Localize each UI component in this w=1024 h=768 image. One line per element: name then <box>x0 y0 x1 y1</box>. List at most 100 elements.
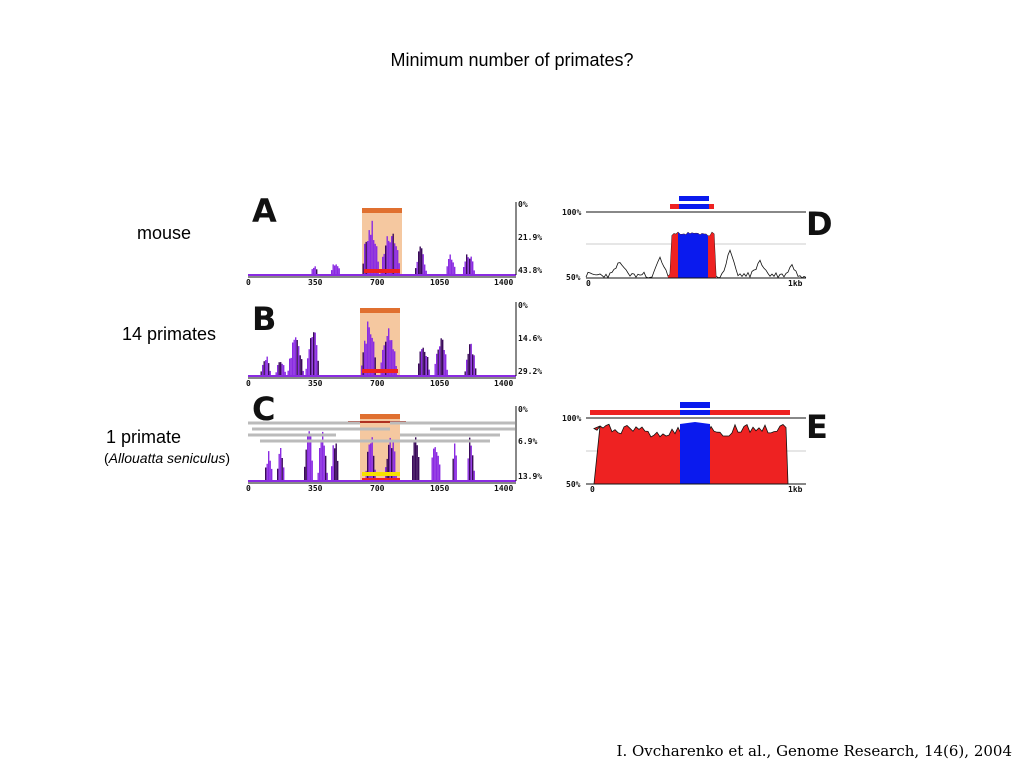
panel-b-bar <box>467 353 469 375</box>
panel-c-bar <box>388 444 390 480</box>
panel-a-bar <box>466 254 468 274</box>
panel-b-bar <box>464 371 466 375</box>
panel-c-bar <box>325 455 327 480</box>
panel-c-bar <box>433 448 435 480</box>
panel-a-bar <box>418 251 420 274</box>
panel-b-bar <box>311 337 313 375</box>
panel-d-ybottom: 50% <box>566 273 581 282</box>
panel-e-blue-top-bar-2 <box>680 410 710 415</box>
panel-a-ytick-2: 43.8% <box>518 266 542 275</box>
row-label-species: (Allouatta seniculus) <box>104 450 230 466</box>
panel-b-bar <box>310 338 312 375</box>
panel-c-bar <box>454 443 456 480</box>
panel-a-bar <box>463 267 465 274</box>
panel-b-bar <box>281 363 283 375</box>
panel-a-bar <box>314 266 316 274</box>
panel-c-bar <box>436 452 438 480</box>
panel-c-bar <box>467 458 469 480</box>
panel-c-xtick-2: 700 <box>370 484 385 493</box>
panel-c-bar <box>280 448 282 480</box>
panel-d-vista-plot: 100% 50% 0 1kb D <box>562 196 833 288</box>
panel-a-bar <box>425 270 427 274</box>
panel-b-bar <box>374 357 376 375</box>
panel-c-bar <box>389 437 391 480</box>
panel-a-bar <box>454 266 456 274</box>
panel-a-bar <box>446 266 448 274</box>
panel-a-bar <box>335 264 337 274</box>
panel-b-bar <box>317 360 319 375</box>
panel-a-bar <box>469 258 471 274</box>
panel-b-ytick-0: 0% <box>518 301 528 310</box>
panel-b-bar <box>265 360 267 375</box>
panel-c-bar <box>278 453 280 480</box>
panel-b-bar <box>362 352 364 375</box>
panel-e-ytop: 100% <box>562 414 581 423</box>
panel-b-bar <box>298 346 300 375</box>
panel-d-xstart: 0 <box>586 279 591 288</box>
panel-b-bar <box>316 345 318 375</box>
panel-c-bar <box>305 449 307 480</box>
panel-b-bar <box>280 362 282 375</box>
panel-a-bar <box>422 254 424 274</box>
panel-c-bar <box>416 445 418 480</box>
panel-e-vista-plot: 100% 50% 0 1kb E <box>562 402 828 494</box>
panel-a-bar <box>398 263 400 274</box>
panel-b-bar <box>443 350 445 375</box>
panel-a-bar <box>376 246 378 274</box>
panel-b-bar <box>313 332 315 375</box>
panel-c-bar <box>367 451 369 480</box>
panel-a-bar <box>464 261 466 274</box>
panel-a-bar <box>311 269 313 274</box>
panel-b-bar <box>365 343 367 375</box>
panel-b-bar <box>275 372 277 375</box>
panel-b-bar <box>446 369 448 375</box>
panel-b-bars <box>260 321 477 375</box>
panel-a-bar <box>338 268 340 274</box>
panel-d-ytop: 100% <box>562 208 581 217</box>
panel-a-bar <box>392 233 394 274</box>
panel-b-bar <box>475 368 477 375</box>
panel-a-xtick-3: 1050 <box>430 278 449 287</box>
panel-a-bar <box>389 242 391 274</box>
panel-c-bar <box>469 437 471 480</box>
panel-b-bar <box>472 354 474 375</box>
panel-c-bar <box>373 455 375 480</box>
panel-b-bar <box>473 355 475 375</box>
panel-a-top-bar <box>362 208 402 213</box>
panel-c-bar <box>320 441 322 480</box>
panel-b-bar <box>295 337 297 375</box>
panel-a-bar <box>415 268 417 274</box>
panel-c-xtick-0: 0 <box>246 484 251 493</box>
panel-a-bar <box>416 261 418 274</box>
panel-b-bar <box>386 336 388 375</box>
panel-a-bar <box>424 264 426 274</box>
panel-a-bar <box>452 262 454 274</box>
panel-b-bar <box>442 339 444 375</box>
panel-b-bar <box>368 327 370 375</box>
panel-a-bar <box>391 236 393 274</box>
panel-d-blue-top-bar-2 <box>679 204 709 209</box>
panel-b-letter: B <box>252 300 276 338</box>
panel-c-bar <box>281 458 283 480</box>
panel-c-bar <box>392 439 394 480</box>
panel-b-bar <box>445 354 447 375</box>
panel-b-xtick-3: 1050 <box>430 379 449 388</box>
panel-a-xtick-1: 350 <box>308 278 323 287</box>
panel-a-ytick-1: 21.9% <box>518 233 542 242</box>
panel-b-conservation-plot: B 0 350 700 1050 1400 0% 14.6% 29.2% <box>246 300 542 388</box>
panel-a-conservation-plot: A 0 350 700 1050 1400 0% 21.9% 43.8% <box>246 192 542 287</box>
panel-b-bar <box>436 353 438 375</box>
panel-b-bar <box>260 371 262 375</box>
panel-c-yellow-bar <box>362 472 400 476</box>
panel-c-bar <box>395 472 397 480</box>
panel-c-bar <box>437 455 439 480</box>
panel-a-bar <box>316 269 318 274</box>
panel-a-bars <box>311 220 475 274</box>
panel-b-bar <box>385 341 387 375</box>
panel-b-bar <box>437 349 439 375</box>
panel-c-bar <box>326 472 328 480</box>
panel-c-bar <box>319 448 321 480</box>
panel-b-bar <box>302 370 304 375</box>
panel-b-bar <box>418 363 420 375</box>
panel-a-bar <box>334 265 336 274</box>
